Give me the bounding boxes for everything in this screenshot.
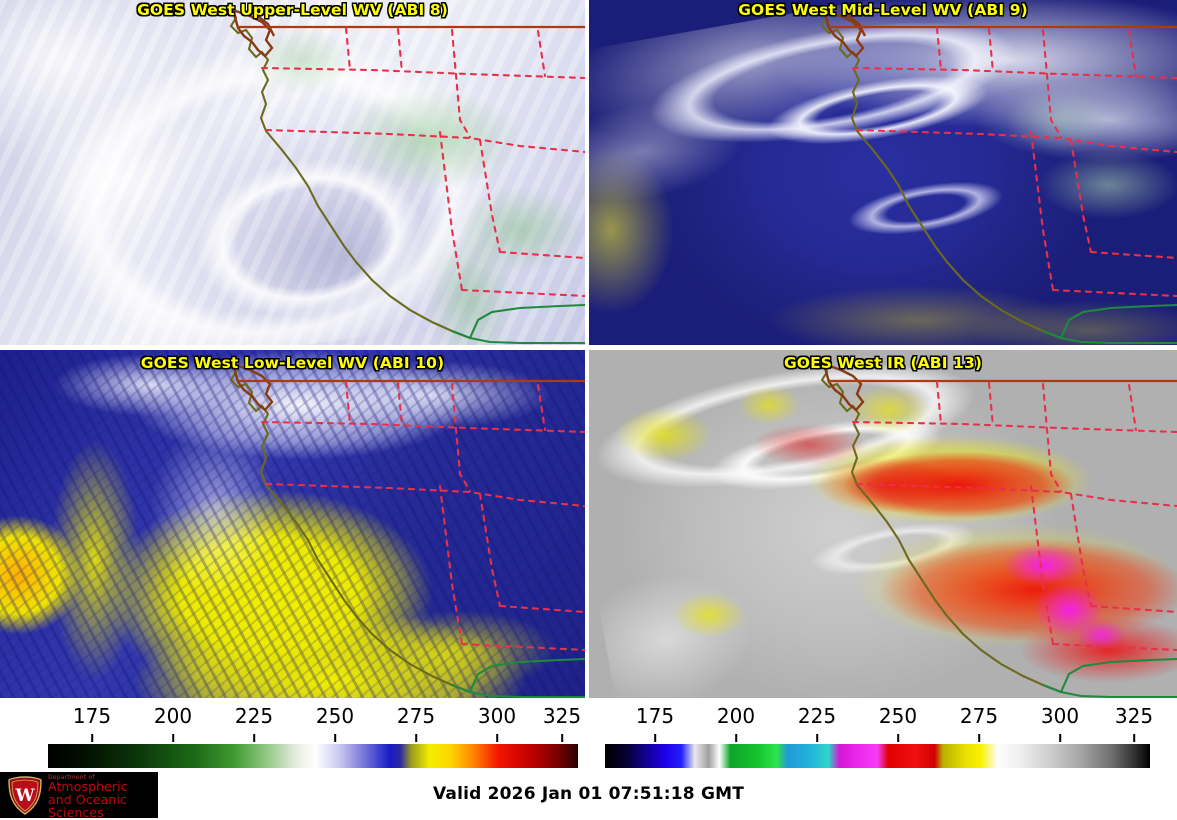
cb-wv-tick-225: 225 [234, 704, 274, 728]
satellite-image-abi9 [589, 0, 1177, 345]
cb-wv-tick-200: 200 [153, 704, 193, 728]
cb-wv-tick-175: 175 [72, 704, 112, 728]
wv10-texture-layer [0, 350, 585, 698]
uw-crest-icon: W [8, 776, 42, 815]
cb-wv-tick-300: 300 [477, 704, 517, 728]
cb-ir-tick-300: 300 [1040, 704, 1080, 728]
panel-ir[interactable]: GOES West IR (ABI 13) [589, 350, 1177, 698]
wv9-land-layer [589, 0, 1177, 345]
satellite-image-abi10 [0, 350, 585, 698]
panel-mid-level-wv[interactable]: GOES West Mid-Level WV (ABI 9) [589, 0, 1177, 345]
cb-wv-tick-325: 325 [542, 704, 582, 728]
logo-line-atmospheric: Atmospheric [48, 779, 128, 795]
wv8-land-layer [0, 0, 585, 345]
cb-ir-tick-275: 275 [959, 704, 999, 728]
logo-line-oceanic: and Oceanic Sciences [48, 791, 127, 818]
colorbar-wv-tick-labels: 175 200 225 250 275 300 325 [0, 700, 589, 730]
colorbar-ir-gradient [605, 744, 1150, 768]
ir-coldest-cloud-magenta-layer [589, 350, 1177, 698]
svg-text:W: W [14, 786, 35, 806]
colorbar-ir-tick-labels: 175 200 225 250 275 300 325 [589, 700, 1177, 730]
colorbar-water-vapor: 175 200 225 250 275 300 325 [0, 700, 589, 820]
panel-low-level-wv[interactable]: GOES West Low-Level WV (ABI 10) [0, 350, 585, 698]
valid-timestamp: Valid 2026 Jan 01 07:51:18 GMT [432, 784, 745, 804]
satellite-image-abi8 [0, 0, 585, 345]
logo-line-department: Department of [48, 774, 95, 781]
logo-text-block: Department of Atmospheric and Oceanic Sc… [48, 774, 158, 818]
cb-ir-tick-175: 175 [635, 704, 675, 728]
satellite-image-abi13 [589, 350, 1177, 698]
cb-ir-tick-200: 200 [716, 704, 756, 728]
panel-upper-level-wv[interactable]: GOES West Upper-Level WV (ABI 8) [0, 0, 585, 345]
colorbar-infrared: 175 200 225 250 275 300 325 [589, 700, 1177, 820]
figure-footer: W Department of Atmospheric and Oceanic … [0, 770, 1177, 820]
cb-ir-tick-225: 225 [797, 704, 837, 728]
cb-wv-tick-250: 250 [315, 704, 355, 728]
colorbar-ir-ticks [589, 734, 1177, 742]
uw-aos-logo: W Department of Atmospheric and Oceanic … [0, 772, 158, 818]
cb-ir-tick-325: 325 [1114, 704, 1154, 728]
colorbar-wv-ticks [0, 734, 589, 742]
cb-wv-tick-275: 275 [396, 704, 436, 728]
colorbar-wv-gradient [48, 744, 578, 768]
cb-ir-tick-250: 250 [878, 704, 918, 728]
panel-grid: GOES West Upper-Level WV (ABI 8) [0, 0, 1177, 698]
